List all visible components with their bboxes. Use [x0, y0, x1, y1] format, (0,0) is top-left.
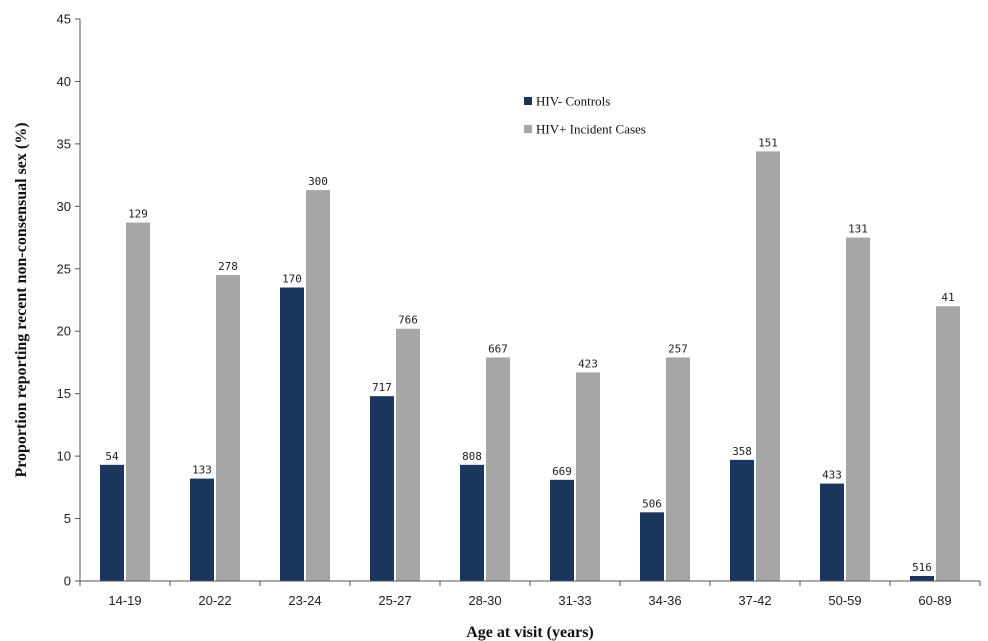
x-tick-label: 31-33	[558, 593, 591, 608]
y-axis-title: Proportion reporting recent non-consensu…	[13, 122, 30, 477]
data-label: 170	[282, 273, 302, 286]
bar-hiv-controls	[460, 464, 484, 581]
data-label: 151	[758, 136, 778, 149]
y-tick-label: 45	[57, 12, 71, 27]
data-label: 129	[128, 208, 148, 221]
bar-hiv-incident	[666, 357, 690, 581]
data-label: 257	[668, 342, 688, 355]
legend-swatch	[524, 125, 532, 133]
bar-hiv-incident	[396, 328, 420, 581]
y-tick-label: 20	[57, 324, 71, 339]
bar-hiv-incident	[216, 275, 240, 581]
x-tick-label: 25-27	[378, 593, 411, 608]
y-tick-label: 15	[57, 386, 71, 401]
bar-hiv-controls	[280, 287, 304, 581]
data-label: 433	[822, 469, 842, 482]
x-tick-label: 14-19	[108, 593, 141, 608]
data-label: 808	[462, 450, 482, 463]
bar-hiv-controls	[370, 396, 394, 581]
data-label: 423	[578, 357, 598, 370]
x-axis-title: Age at visit (years)	[466, 624, 594, 641]
y-tick-label: 0	[64, 574, 71, 589]
data-label: 506	[642, 497, 662, 510]
x-tick-label: 20-22	[198, 593, 231, 608]
bar-hiv-incident	[846, 237, 870, 582]
bar-hiv-controls	[190, 478, 214, 581]
y-tick-label: 35	[57, 136, 71, 151]
legend: HIV- Controls HIV+ Incident Cases	[524, 94, 646, 137]
bars-layer	[100, 151, 960, 582]
data-label: 717	[372, 381, 392, 394]
y-tick-label: 10	[57, 449, 71, 464]
data-label: 131	[848, 223, 868, 236]
data-label: 516	[912, 561, 932, 574]
x-tick-label: 60-89	[918, 593, 951, 608]
data-label: 278	[218, 260, 238, 273]
axes-layer: 0 5 10 15 20 25 30 35 40 45 14-19 20-22 23-24 25-27 28…	[57, 12, 981, 608]
data-label: 766	[398, 314, 418, 327]
bar-hiv-controls	[640, 512, 664, 581]
bar-hiv-incident	[306, 190, 330, 581]
y-tick-label: 30	[57, 199, 71, 214]
bar-hiv-incident	[486, 357, 510, 581]
legend-label: HIV+ Incident Cases	[536, 122, 646, 137]
bar-labels-layer: 54 129 133 278 170 300 717 766 808 667 669 423 506 25…	[105, 136, 954, 574]
x-tick-label: 23-24	[288, 593, 321, 608]
x-tick-label: 28-30	[468, 593, 501, 608]
y-tick-label: 40	[57, 74, 71, 89]
y-tick-label: 5	[64, 511, 71, 526]
y-tick-label: 25	[57, 261, 71, 276]
bar-hiv-controls	[730, 459, 754, 581]
data-label: 41	[941, 291, 954, 304]
bar-hiv-controls	[910, 576, 934, 581]
legend-label: HIV- Controls	[536, 94, 610, 109]
x-tick-label: 34-36	[648, 593, 681, 608]
data-label: 54	[105, 450, 119, 463]
bar-hiv-incident	[126, 222, 150, 581]
data-label: 667	[488, 342, 508, 355]
data-label: 669	[552, 465, 572, 478]
data-label: 300	[308, 175, 328, 188]
bar-hiv-incident	[936, 306, 960, 581]
bar-hiv-controls	[550, 479, 574, 581]
bar-hiv-incident	[756, 151, 780, 582]
x-tick-label: 50-59	[828, 593, 861, 608]
x-tick-label: 37-42	[738, 593, 771, 608]
legend-swatch	[524, 97, 532, 105]
bar-hiv-controls	[100, 464, 124, 581]
bar-hiv-controls	[820, 483, 844, 581]
data-label: 133	[192, 464, 212, 477]
data-label: 358	[732, 445, 752, 458]
bar-hiv-incident	[576, 372, 600, 581]
